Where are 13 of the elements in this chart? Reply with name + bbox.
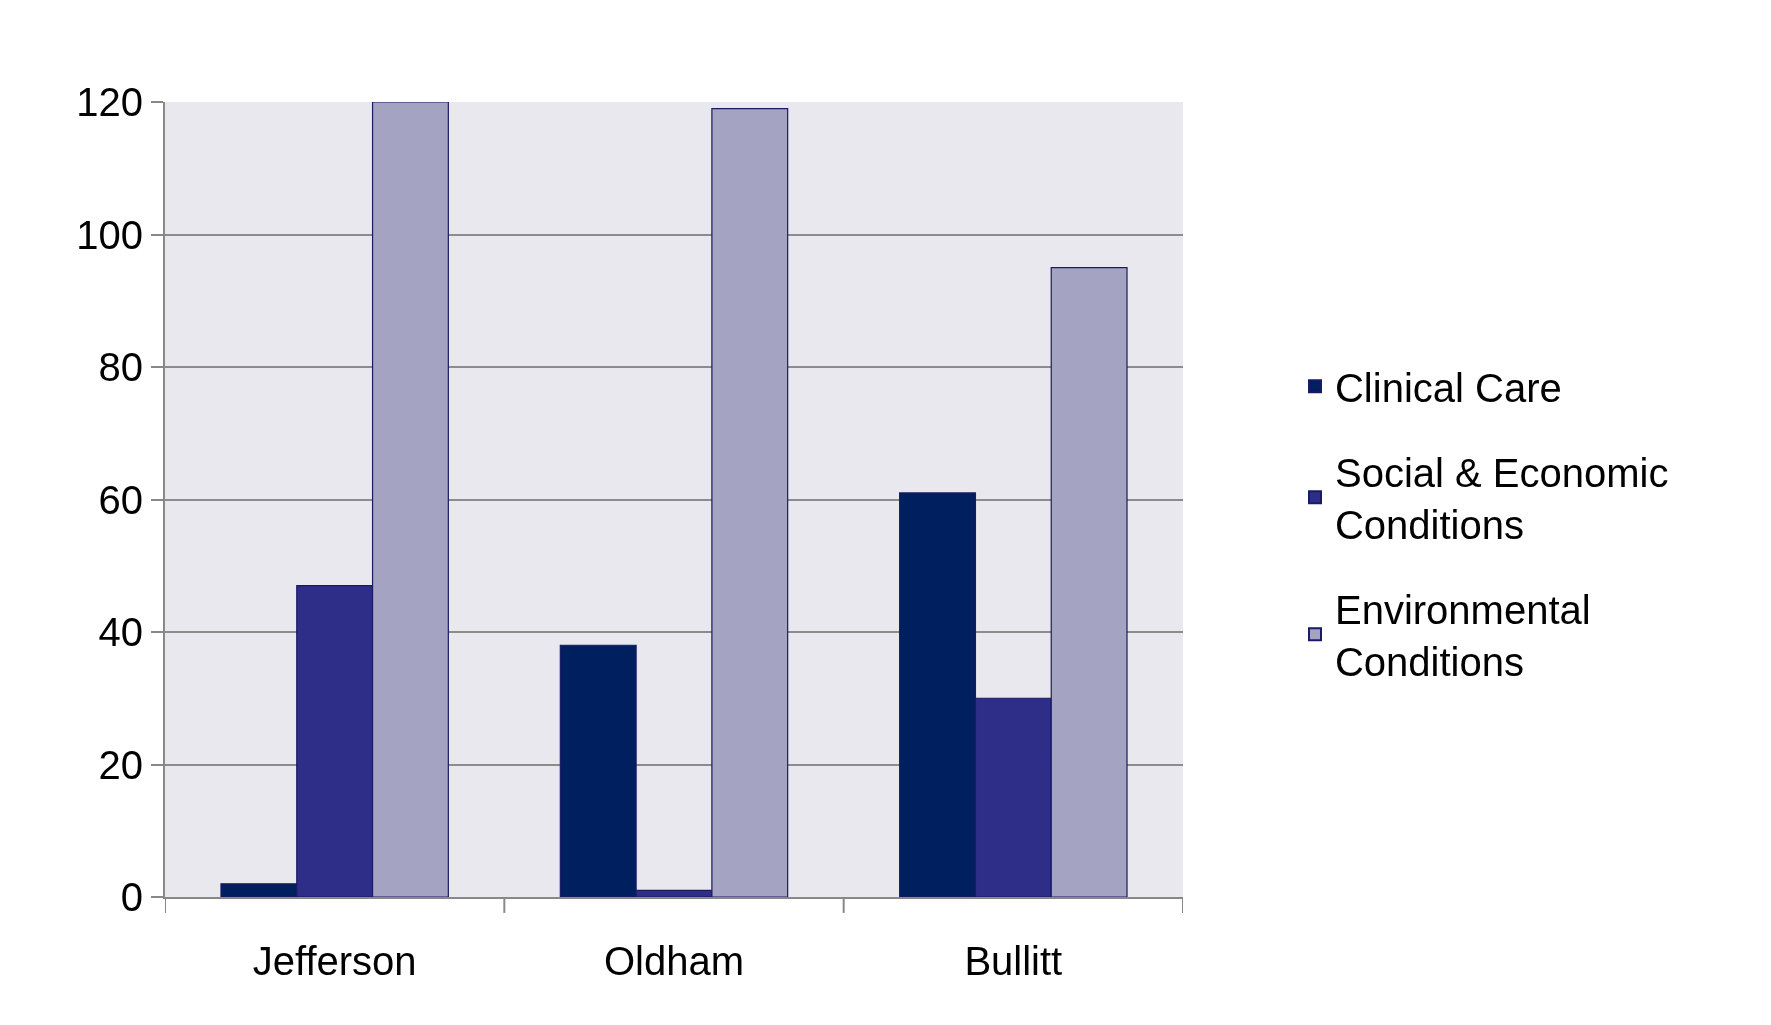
y-tick-label: 120 <box>76 80 143 124</box>
x-tick-label: Jefferson <box>252 939 417 983</box>
y-tick-label: 60 <box>98 477 143 522</box>
y-tick-label: 100 <box>76 212 143 257</box>
legend-label: Environmental Conditions <box>1334 587 1591 684</box>
y-tick-label: 0 <box>120 875 143 919</box>
y-tick-label: 40 <box>98 610 143 654</box>
legend-label: Clinical Care <box>1334 365 1562 410</box>
x-tick-label: Oldham <box>603 939 745 983</box>
legend-label: Social & Economic Conditions <box>1334 450 1669 547</box>
x-tick-label: Bullitt <box>964 939 1063 983</box>
y-tick-label: 80 <box>98 345 143 389</box>
y-tick-label: 20 <box>98 742 143 787</box>
